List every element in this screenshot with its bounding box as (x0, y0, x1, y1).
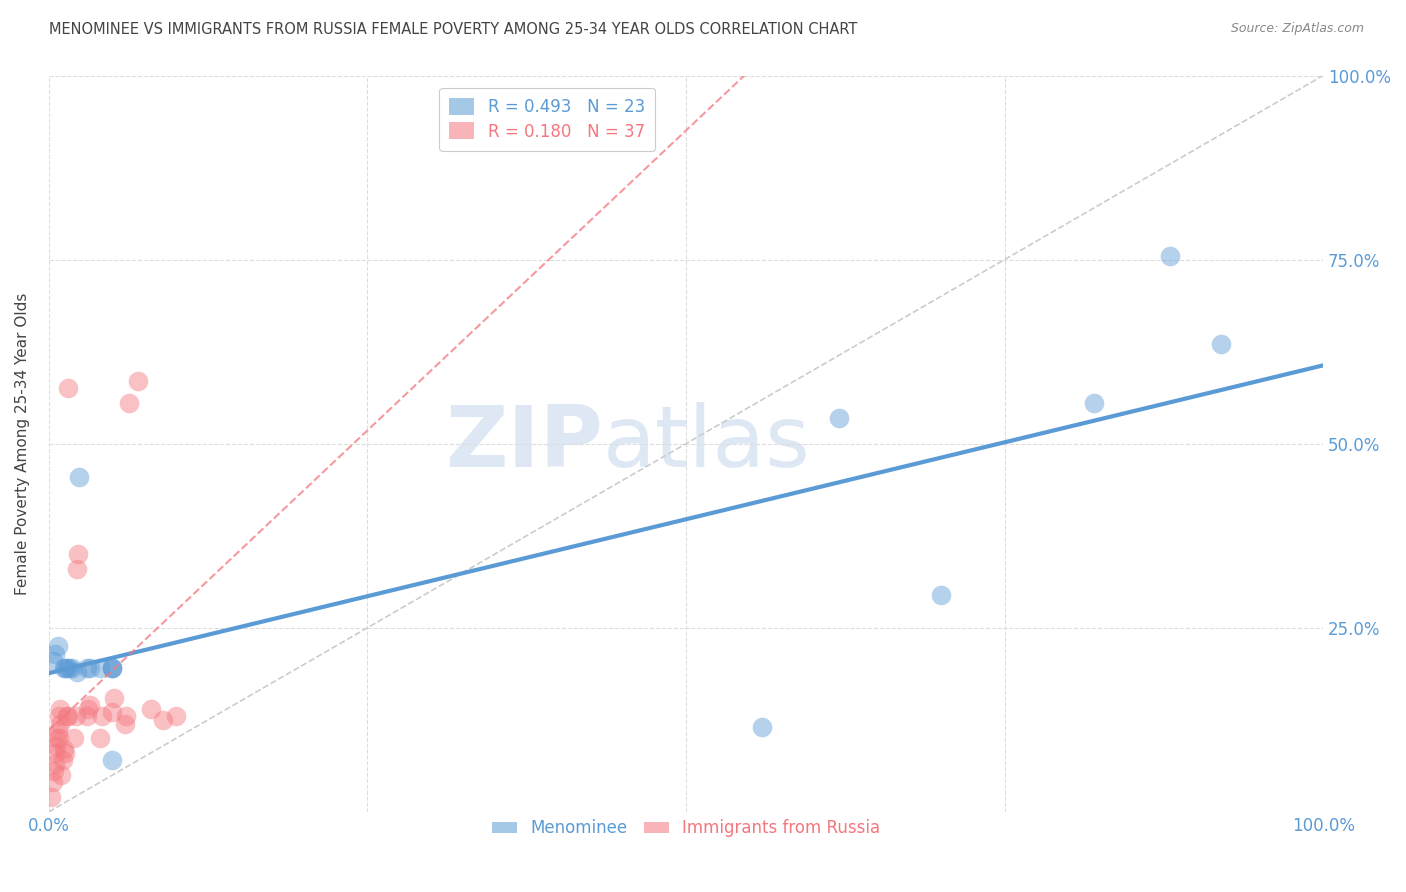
Point (115, 709, 138, 723)
Point (45, 739, 67, 753)
Point (1083, 396, 1105, 410)
Point (53, 746, 76, 760)
Point (929, 588, 952, 602)
Point (165, 709, 187, 723)
Point (46, 639, 69, 653)
Point (53, 661, 76, 675)
Point (103, 690, 125, 705)
Point (44, 647, 66, 661)
Point (44, 757, 66, 772)
Point (52, 753, 75, 767)
Point (101, 661, 124, 675)
Point (65, 709, 87, 723)
Text: atlas: atlas (603, 402, 811, 485)
Point (76, 661, 98, 675)
Point (828, 411, 851, 425)
Point (89, 661, 111, 675)
Point (91, 709, 114, 723)
Text: MENOMINEE VS IMMIGRANTS FROM RUSSIA FEMALE POVERTY AMONG 25-34 YEAR OLDS CORRELA: MENOMINEE VS IMMIGRANTS FROM RUSSIA FEMA… (49, 22, 858, 37)
Point (127, 374, 149, 388)
Point (79, 661, 101, 675)
Point (46, 723, 69, 738)
Point (101, 661, 124, 675)
Point (49, 716, 72, 731)
Point (152, 713, 174, 727)
Point (55, 661, 77, 675)
Point (44, 746, 66, 760)
Point (42, 764, 65, 779)
Point (114, 716, 136, 731)
Point (1159, 249, 1181, 263)
Point (49, 702, 72, 716)
Point (76, 709, 98, 723)
Point (77, 702, 100, 716)
Point (56, 709, 79, 723)
Point (60, 661, 83, 675)
Point (41, 654, 63, 668)
Point (101, 753, 124, 767)
Point (48, 731, 70, 746)
Point (39, 790, 62, 805)
Point (58, 661, 80, 675)
Point (41, 775, 63, 789)
Point (118, 396, 141, 410)
Point (139, 702, 162, 716)
Point (79, 698, 101, 712)
Point (751, 720, 773, 734)
Legend: Menominee, Immigrants from Russia: Menominee, Immigrants from Russia (485, 813, 887, 844)
Point (53, 742, 76, 756)
Point (55, 709, 77, 723)
Point (53, 661, 76, 675)
Point (67, 470, 90, 484)
Point (66, 562, 89, 576)
Point (51, 768, 73, 782)
Text: ZIP: ZIP (446, 402, 603, 485)
Y-axis label: Female Poverty Among 25-34 Year Olds: Female Poverty Among 25-34 Year Olds (15, 293, 30, 595)
Point (48, 709, 70, 723)
Point (89, 731, 111, 746)
Point (67, 547, 90, 561)
Text: Source: ZipAtlas.com: Source: ZipAtlas.com (1230, 22, 1364, 36)
Point (45, 731, 67, 746)
Point (101, 661, 124, 675)
Point (101, 706, 124, 720)
Point (66, 665, 89, 679)
Point (56, 382, 79, 396)
Point (1211, 337, 1233, 351)
Point (63, 731, 86, 746)
